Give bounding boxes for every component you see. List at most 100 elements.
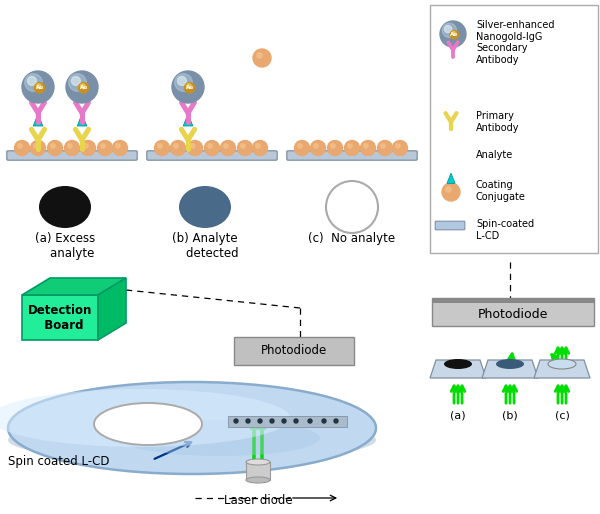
Ellipse shape (0, 389, 290, 447)
Bar (432, 298, 594, 326)
Circle shape (445, 25, 452, 33)
Circle shape (361, 140, 376, 156)
Circle shape (314, 143, 318, 148)
Text: Au: Au (450, 32, 458, 37)
Circle shape (377, 140, 392, 156)
Text: (c): (c) (554, 411, 569, 421)
Circle shape (50, 143, 55, 148)
Circle shape (191, 143, 195, 148)
Circle shape (71, 77, 80, 85)
Text: Au: Au (80, 85, 88, 90)
Polygon shape (534, 360, 590, 378)
Circle shape (22, 71, 54, 103)
Circle shape (66, 71, 98, 103)
Text: (a) Excess
    analyte: (a) Excess analyte (35, 232, 95, 260)
Text: (b): (b) (502, 411, 518, 421)
Text: Spin coated L-CD: Spin coated L-CD (8, 454, 110, 468)
Circle shape (344, 140, 359, 156)
Polygon shape (430, 360, 486, 378)
Circle shape (178, 77, 187, 85)
Circle shape (173, 143, 178, 148)
Circle shape (69, 74, 86, 91)
Circle shape (253, 49, 271, 67)
Ellipse shape (179, 186, 231, 228)
FancyBboxPatch shape (7, 151, 137, 160)
Circle shape (65, 140, 79, 156)
Circle shape (17, 143, 22, 148)
Circle shape (256, 143, 260, 148)
Circle shape (224, 143, 228, 148)
Text: Photodiode: Photodiode (261, 344, 327, 358)
Circle shape (172, 71, 204, 103)
Circle shape (347, 143, 352, 148)
Circle shape (116, 143, 120, 148)
Ellipse shape (120, 420, 320, 456)
Circle shape (311, 140, 325, 156)
Circle shape (440, 21, 466, 47)
Circle shape (37, 84, 41, 88)
Circle shape (241, 143, 245, 148)
Ellipse shape (39, 186, 91, 228)
Circle shape (328, 140, 343, 156)
Text: Spin-coated
L-CD: Spin-coated L-CD (476, 219, 534, 241)
Circle shape (392, 140, 407, 156)
Polygon shape (77, 114, 87, 126)
Circle shape (187, 84, 191, 88)
Text: (a): (a) (450, 411, 466, 421)
Circle shape (395, 143, 400, 148)
FancyBboxPatch shape (435, 221, 465, 230)
Circle shape (294, 419, 298, 423)
Circle shape (450, 30, 458, 39)
Circle shape (25, 74, 43, 91)
FancyBboxPatch shape (147, 151, 277, 160)
Circle shape (221, 140, 235, 156)
Circle shape (68, 143, 72, 148)
Circle shape (34, 83, 45, 93)
Ellipse shape (444, 359, 472, 369)
Circle shape (334, 419, 338, 423)
Polygon shape (98, 278, 126, 340)
Text: Coating
Conjugate: Coating Conjugate (476, 180, 526, 201)
Bar (430, 5, 598, 253)
Circle shape (446, 187, 451, 192)
Circle shape (322, 419, 326, 423)
Polygon shape (22, 278, 126, 295)
Circle shape (298, 143, 302, 148)
Text: Primary
Antibody: Primary Antibody (476, 111, 520, 133)
Circle shape (257, 53, 262, 58)
Polygon shape (482, 360, 538, 378)
Ellipse shape (548, 359, 576, 369)
Polygon shape (22, 295, 98, 340)
Circle shape (158, 143, 162, 148)
Bar (246, 462, 270, 480)
Ellipse shape (94, 403, 202, 445)
Ellipse shape (8, 382, 376, 474)
Circle shape (80, 84, 85, 88)
Circle shape (234, 419, 238, 423)
Circle shape (34, 143, 38, 148)
Circle shape (282, 419, 286, 423)
Polygon shape (447, 173, 455, 183)
Circle shape (28, 77, 37, 85)
Circle shape (253, 140, 268, 156)
Ellipse shape (496, 359, 524, 369)
Text: Au: Au (185, 85, 194, 90)
Circle shape (331, 143, 335, 148)
Circle shape (246, 419, 250, 423)
Circle shape (295, 140, 310, 156)
Circle shape (80, 140, 95, 156)
Text: Photodiode: Photodiode (478, 307, 548, 321)
Circle shape (47, 140, 62, 156)
Circle shape (205, 140, 220, 156)
Circle shape (442, 183, 460, 201)
Polygon shape (33, 114, 43, 126)
Circle shape (175, 74, 193, 91)
Polygon shape (183, 114, 193, 126)
Circle shape (442, 23, 457, 38)
Text: Au: Au (35, 85, 44, 90)
Circle shape (170, 140, 185, 156)
Ellipse shape (8, 418, 376, 462)
Circle shape (184, 83, 195, 93)
Circle shape (364, 143, 368, 148)
FancyBboxPatch shape (234, 337, 354, 365)
